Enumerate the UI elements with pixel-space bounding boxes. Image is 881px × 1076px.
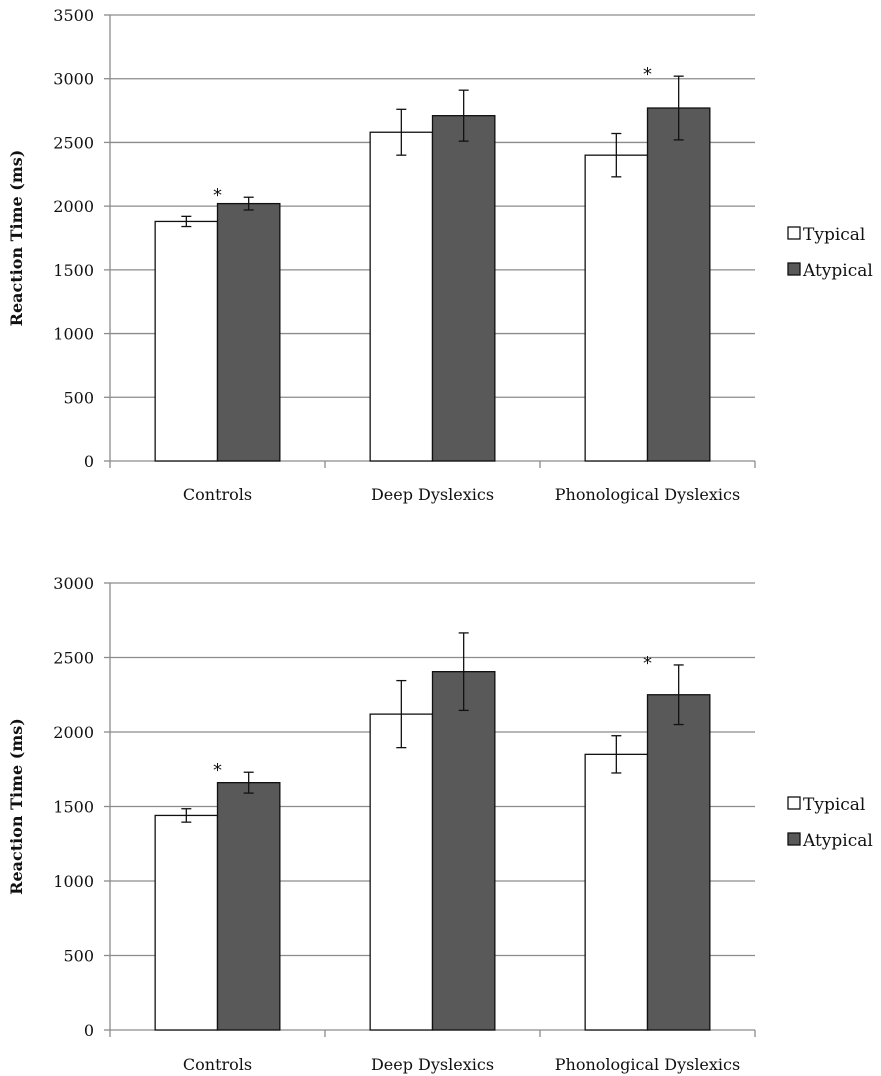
chart2-legend-label-typical: Typical [803, 795, 865, 815]
chart1-bar-typical [369, 131, 434, 462]
chart2-bar-typical [154, 814, 219, 1031]
chart1-category-label: Controls [183, 485, 252, 504]
chart2-legend-swatch-atypical [787, 832, 801, 846]
chart2-significance-marker: * [213, 760, 222, 781]
chart1-legend-label-atypical: Atypical [802, 261, 873, 281]
chart1-ytick-label: 3500 [53, 6, 94, 25]
chart2-category-label: Controls [183, 1055, 252, 1074]
chart1-legend-label-typical: Typical [803, 225, 865, 245]
chart2-bar-atypical [646, 694, 711, 1031]
chart1-bar-typical [584, 154, 649, 462]
chart2-ytick-label: 1500 [53, 798, 94, 817]
chart2-ytick-label: 2000 [53, 723, 94, 742]
chart1-category-label: Phonological Dyslexics [555, 485, 740, 504]
chart2-legend-swatch-typical [787, 796, 801, 810]
chart2-y-axis-label: Reaction Time (ms) [7, 718, 26, 895]
chart1-significance-marker: * [643, 64, 652, 85]
chart1-ytick-label: 2500 [53, 133, 94, 152]
chart2-bar-typical [369, 713, 434, 1031]
chart2-bar-atypical [216, 782, 281, 1031]
chart1-y-axis-label: Reaction Time (ms) [7, 150, 26, 327]
chart2-bar-atypical [431, 671, 496, 1031]
chart1-bar-atypical [216, 202, 281, 462]
chart1-bar-atypical [431, 115, 496, 462]
chart2-category-label: Phonological Dyslexics [555, 1055, 740, 1074]
chart2-category-label: Deep Dyslexics [371, 1055, 494, 1074]
chart2-ytick-label: 500 [63, 947, 94, 966]
chart2-ytick-label: 0 [84, 1021, 94, 1040]
chart1-ytick-label: 0 [84, 452, 94, 471]
chart1-ytick-label: 500 [63, 388, 94, 407]
chart1-legend-swatch-typical [787, 226, 801, 240]
chart1-ytick-label: 2000 [53, 197, 94, 216]
chart1-ytick-label: 1000 [53, 325, 94, 344]
chart2-significance-marker: * [643, 653, 652, 674]
chart1-bar-typical [154, 220, 219, 462]
chart2-bar-typical [584, 753, 649, 1031]
chart1-ytick-label: 3000 [53, 70, 94, 89]
chart1-significance-marker: * [213, 185, 222, 206]
chart2-legend-label-atypical: Atypical [802, 831, 873, 851]
chart1-ytick-label: 1500 [53, 261, 94, 280]
chart2-ytick-label: 2500 [53, 649, 94, 668]
chart1-bar-atypical [646, 107, 711, 462]
chart1-legend-swatch-atypical [787, 262, 801, 276]
chart1-category-label: Deep Dyslexics [371, 485, 494, 504]
chart2-ytick-label: 1000 [53, 872, 94, 891]
chart2-ytick-label: 3000 [53, 574, 94, 593]
